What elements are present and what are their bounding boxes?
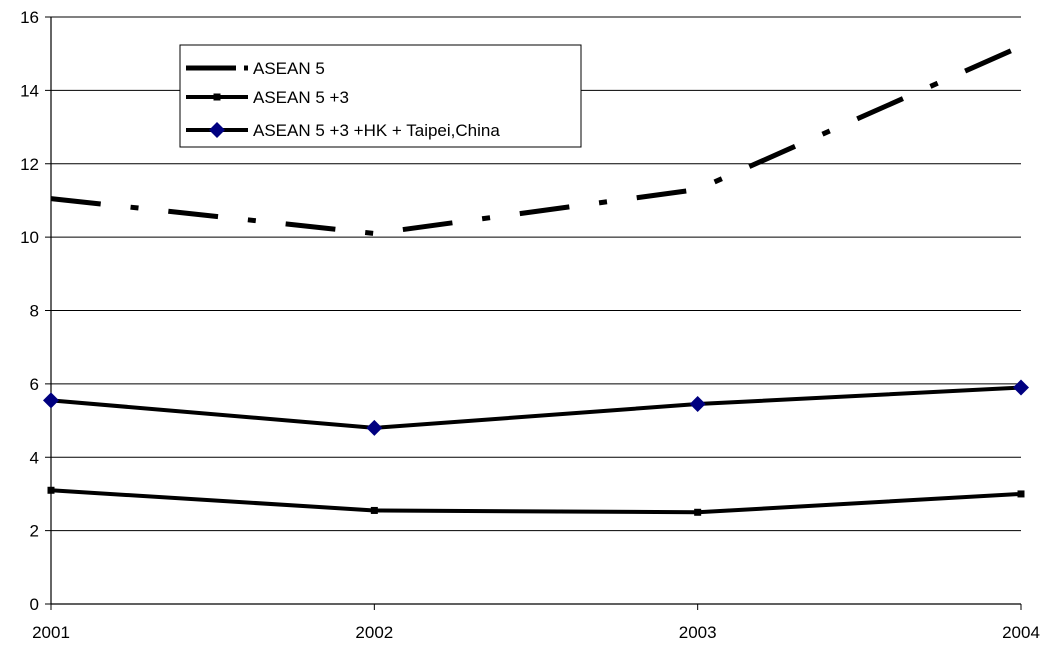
y-tick-label: 12 — [20, 155, 39, 174]
data-point — [694, 508, 702, 516]
data-point — [47, 486, 55, 494]
series-1 — [47, 486, 1025, 516]
data-point — [43, 392, 59, 409]
y-tick-label: 0 — [30, 595, 39, 614]
legend-label: ASEAN 5 — [253, 59, 325, 78]
x-tick-label: 2003 — [679, 623, 717, 642]
legend-label: ASEAN 5 +3 +HK + Taipei,China — [253, 121, 500, 140]
x-tick-label: 2001 — [32, 623, 70, 642]
legend-marker — [213, 93, 221, 101]
data-point — [370, 506, 378, 514]
y-tick-label: 16 — [20, 8, 39, 27]
legend-item: ASEAN 5 +3 — [186, 88, 349, 107]
legend-item: ASEAN 5 +3 +HK + Taipei,China — [186, 121, 500, 140]
series-line — [50, 385, 1022, 430]
series-2 — [43, 379, 1029, 436]
series-lines — [43, 44, 1029, 516]
data-point — [366, 419, 383, 436]
y-tick-label: 2 — [30, 522, 39, 541]
y-tick-label: 4 — [30, 448, 39, 467]
series-0 — [50, 44, 1023, 236]
data-point — [1017, 490, 1025, 498]
legend-marker — [209, 122, 225, 138]
legend-label: ASEAN 5 +3 — [253, 88, 349, 107]
x-tick-labels: 2001 2002 2003 2004 — [32, 604, 1040, 642]
data-point — [689, 396, 706, 413]
series-line — [50, 44, 1023, 236]
y-tick-label: 14 — [20, 81, 39, 100]
y-tick-label: 8 — [30, 302, 39, 321]
y-tick-label: 6 — [30, 375, 39, 394]
legend-item: ASEAN 5 — [186, 59, 325, 78]
y-tick-labels: 0 2 4 6 8 10 12 14 16 — [20, 8, 51, 614]
x-tick-label: 2004 — [1002, 623, 1040, 642]
y-tick-label: 10 — [20, 228, 39, 247]
x-tick-label: 2002 — [355, 623, 393, 642]
series-line — [50, 488, 1022, 515]
legend: ASEAN 5 ASEAN 5 +3 ASEAN 5 +3 +HK + Taipei… — [179, 44, 582, 148]
data-point — [1013, 379, 1029, 396]
